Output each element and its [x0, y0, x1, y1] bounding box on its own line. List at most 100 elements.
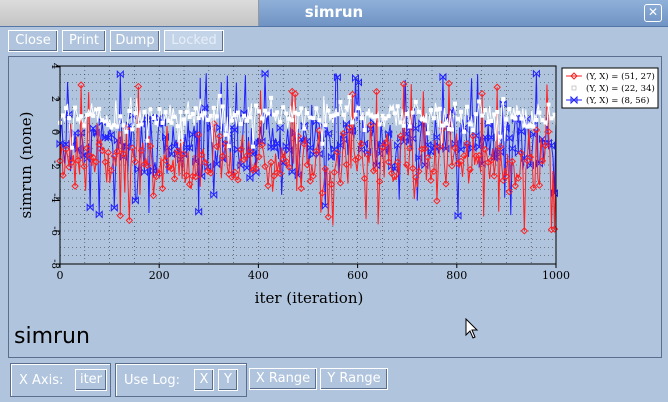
- close-button[interactable]: Close: [8, 30, 58, 52]
- series-marker: [250, 144, 255, 149]
- series-marker: [190, 111, 195, 116]
- series-marker: [454, 211, 462, 220]
- series-marker: [431, 116, 436, 121]
- series-marker: [451, 139, 459, 149]
- series-marker: [510, 115, 515, 120]
- series-marker: [303, 161, 311, 169]
- series-marker: [526, 161, 534, 170]
- series-marker: [498, 134, 503, 139]
- series-marker: [77, 81, 85, 89]
- x-axis-select[interactable]: iter: [75, 369, 107, 391]
- series-marker: [456, 116, 461, 121]
- series-marker: [350, 120, 355, 125]
- series-marker: [418, 145, 426, 153]
- series-marker: [83, 144, 91, 152]
- series-marker: [362, 128, 367, 133]
- series-marker: [142, 109, 147, 114]
- series-marker: [243, 151, 251, 160]
- series-marker: [143, 161, 152, 170]
- series-marker: [210, 190, 218, 200]
- use-log-group: Use Log: X Y: [115, 363, 247, 397]
- series-marker: [424, 153, 432, 162]
- series-marker: [358, 145, 366, 154]
- series-marker: [483, 108, 488, 113]
- series-marker: [68, 158, 76, 166]
- series-marker: [116, 69, 124, 79]
- series-marker: [499, 176, 507, 185]
- y-tick-label: 2: [49, 96, 60, 102]
- series-marker: [282, 142, 290, 151]
- series-marker: [363, 150, 372, 159]
- series-marker: [390, 172, 399, 181]
- series-marker: [61, 113, 66, 118]
- series-marker: [92, 158, 100, 166]
- series-marker: [86, 203, 94, 212]
- series-marker: [290, 118, 295, 123]
- series-marker: [229, 118, 234, 123]
- series-marker: [252, 164, 260, 173]
- series-marker: [433, 197, 441, 205]
- series-marker: [306, 143, 314, 153]
- series-marker: [62, 145, 70, 154]
- series-marker: [366, 121, 375, 129]
- background-window-strip: [0, 0, 259, 26]
- series-marker: [507, 107, 512, 112]
- x-tick-label: 800: [446, 269, 467, 282]
- series-marker: [484, 158, 492, 167]
- series-marker: [477, 99, 482, 104]
- locked-button[interactable]: Locked: [164, 30, 224, 52]
- series-marker: [187, 115, 192, 120]
- y-tick-label: -4: [49, 193, 60, 203]
- series-marker: [59, 171, 67, 180]
- series-marker: [183, 143, 191, 152]
- series-marker: [103, 119, 108, 124]
- series-marker: [70, 145, 75, 150]
- series-marker: [356, 106, 361, 111]
- series-marker: [269, 95, 274, 100]
- log-x-toggle[interactable]: X: [194, 369, 214, 391]
- series-marker: [107, 166, 115, 175]
- series-marker: [425, 131, 430, 136]
- y-range-button[interactable]: Y Range: [320, 368, 388, 390]
- series-marker: [260, 116, 265, 121]
- series-marker: [502, 124, 510, 133]
- series-marker: [369, 167, 378, 175]
- series-marker: [67, 116, 72, 121]
- series-marker: [439, 72, 447, 82]
- series-marker: [178, 110, 183, 115]
- series-marker: [175, 124, 180, 129]
- series-marker: [422, 118, 427, 123]
- legend-entry: (Y, X) = (51, 27): [586, 71, 655, 82]
- series-marker: [113, 147, 121, 156]
- series-marker: [258, 141, 266, 149]
- dump-button[interactable]: Dump: [110, 30, 160, 52]
- series-marker: [247, 115, 252, 120]
- series-marker: [532, 126, 541, 134]
- title-bar[interactable]: simrun ✕: [0, 0, 668, 27]
- print-button[interactable]: Print: [62, 30, 106, 52]
- series-marker: [226, 144, 231, 149]
- series-marker: [463, 141, 471, 150]
- series-marker: [383, 116, 388, 121]
- series-marker: [133, 111, 138, 116]
- series-marker: [98, 146, 106, 155]
- series-marker: [208, 113, 213, 118]
- series-marker: [128, 144, 137, 152]
- series-marker: [244, 118, 249, 123]
- series-marker: [499, 99, 507, 109]
- series-marker: [520, 227, 529, 235]
- close-icon[interactable]: ✕: [644, 4, 662, 22]
- series-marker: [191, 173, 200, 181]
- series-marker: [311, 116, 316, 121]
- log-y-toggle[interactable]: Y: [218, 369, 238, 391]
- series-marker: [106, 123, 111, 128]
- series-marker: [419, 117, 424, 122]
- series-marker: [115, 124, 120, 129]
- series-marker: [156, 113, 164, 123]
- series-marker: [184, 109, 189, 114]
- series-marker: [253, 103, 258, 108]
- series-marker: [312, 147, 320, 155]
- x-range-button[interactable]: X Range: [249, 368, 317, 390]
- series-marker: [130, 127, 135, 132]
- series-marker: [74, 156, 82, 165]
